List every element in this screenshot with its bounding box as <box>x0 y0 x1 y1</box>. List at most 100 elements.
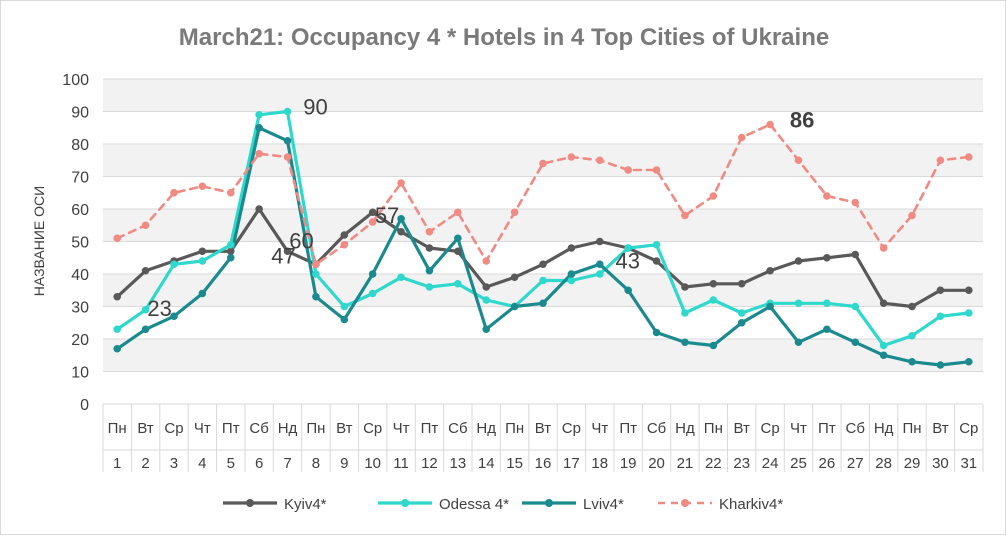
data-point <box>170 260 178 269</box>
data-point <box>113 344 121 353</box>
data-point <box>823 299 831 308</box>
legend-label: Odessa 4* <box>439 496 509 513</box>
x-tick-day: 26 <box>819 455 836 472</box>
data-point <box>255 110 263 119</box>
data-label: 43 <box>616 248 640 273</box>
y-tick-label: 70 <box>71 170 89 187</box>
x-tick-weekday: Вт <box>137 420 154 437</box>
data-point <box>397 214 405 223</box>
data-point <box>624 286 632 295</box>
data-point <box>283 247 292 256</box>
data-point <box>397 273 405 282</box>
data-point <box>595 237 604 246</box>
data-point <box>482 296 491 304</box>
y-tick-label: 60 <box>71 202 89 219</box>
data-point <box>879 244 888 252</box>
x-tick-weekday: Пн <box>306 420 325 437</box>
data-point <box>340 315 349 324</box>
data-point <box>965 153 973 161</box>
data-point <box>595 270 604 278</box>
x-tick-weekday: Нд <box>476 420 496 437</box>
x-tick-day: 7 <box>283 455 291 472</box>
data-point <box>823 325 831 334</box>
y-tick-label: 30 <box>71 300 89 317</box>
data-point <box>794 156 803 165</box>
data-point <box>510 302 519 311</box>
data-point <box>425 283 434 291</box>
x-tick-weekday: Нд <box>675 420 695 437</box>
x-tick-weekday: Пт <box>222 420 240 437</box>
legend: Kyiv4* Odessa 4* Lviv4* Kharkiv4* <box>223 496 783 513</box>
plot-band <box>103 79 983 112</box>
data-point <box>368 289 377 298</box>
data-point <box>113 292 121 301</box>
data-point <box>681 211 689 220</box>
data-point <box>595 260 604 269</box>
data-point <box>652 166 661 174</box>
legend-swatch-marker <box>681 499 689 507</box>
data-point <box>851 250 860 259</box>
x-tick-day: 31 <box>960 455 977 472</box>
x-tick-day: 9 <box>340 455 348 472</box>
y-tick-label: 80 <box>71 137 89 154</box>
data-point <box>709 279 718 288</box>
x-tick-day: 18 <box>591 455 608 472</box>
data-point <box>567 276 576 285</box>
x-tick-weekday: Пт <box>421 420 439 437</box>
data-point <box>766 266 774 275</box>
data-point <box>425 227 434 236</box>
x-tick-weekday: Чт <box>194 420 211 437</box>
plot-background <box>103 79 983 372</box>
data-point <box>766 120 774 129</box>
y-tick-label: 90 <box>71 105 89 122</box>
y-tick-label: 50 <box>71 235 89 252</box>
data-point <box>312 260 320 269</box>
data-point <box>823 253 831 262</box>
series-markers <box>113 107 973 369</box>
data-point <box>312 270 320 278</box>
data-point <box>681 283 689 291</box>
x-tick-weekday: Ср <box>761 420 780 437</box>
data-point <box>368 208 377 217</box>
data-point <box>255 149 263 158</box>
x-tick-day: 28 <box>875 455 892 472</box>
data-point <box>539 276 547 285</box>
y-tick-label: 10 <box>71 365 89 382</box>
data-point <box>482 325 491 334</box>
x-tick-day: 21 <box>677 455 694 472</box>
y-tick-label: 100 <box>62 72 89 89</box>
data-point <box>624 244 632 252</box>
x-tick-day: 22 <box>705 455 722 472</box>
data-point <box>737 318 746 327</box>
data-point <box>936 286 945 295</box>
data-point <box>510 208 519 217</box>
data-point <box>198 289 207 298</box>
data-point <box>908 211 916 220</box>
x-tick-day: 14 <box>478 455 495 472</box>
x-tick-day: 13 <box>449 455 466 472</box>
data-point <box>539 260 547 269</box>
data-label: 86 <box>790 108 814 133</box>
x-tick-day: 6 <box>255 455 263 472</box>
data-point <box>340 302 349 311</box>
data-label: 23 <box>147 296 171 321</box>
x-tick-day: 27 <box>847 455 864 472</box>
data-point <box>851 198 860 207</box>
data-point <box>652 328 661 337</box>
data-label: 60 <box>289 228 313 253</box>
legend-label: Kyiv4* <box>284 496 327 513</box>
data-point <box>936 361 945 369</box>
legend-label: Lviv4* <box>583 496 624 513</box>
data-point <box>454 247 462 256</box>
x-tick-weekday: Ср <box>959 420 978 437</box>
data-point <box>539 299 547 308</box>
data-point <box>340 231 349 239</box>
y-tick-label: 0 <box>80 397 89 414</box>
data-point <box>255 123 263 132</box>
data-point <box>226 247 235 256</box>
data-point <box>482 283 491 291</box>
data-point <box>141 266 150 275</box>
